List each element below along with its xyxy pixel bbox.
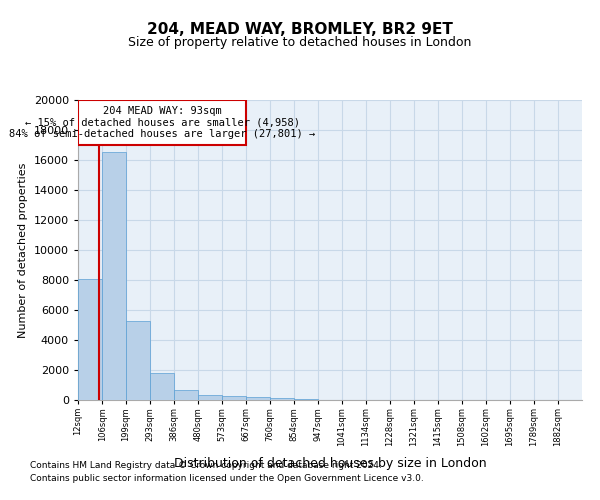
Text: Contains public sector information licensed under the Open Government Licence v3: Contains public sector information licen… [30, 474, 424, 483]
X-axis label: Distribution of detached houses by size in London: Distribution of detached houses by size … [173, 457, 487, 470]
Bar [198, 395, 222, 400]
Bar [78, 100, 246, 145]
Bar [150, 373, 174, 400]
Text: 204, MEAD WAY, BROMLEY, BR2 9ET: 204, MEAD WAY, BROMLEY, BR2 9ET [147, 22, 453, 38]
Bar [222, 396, 246, 400]
Bar [246, 397, 270, 400]
Bar [78, 278, 102, 400]
Bar [294, 399, 318, 400]
Text: Size of property relative to detached houses in London: Size of property relative to detached ho… [128, 36, 472, 49]
Bar [270, 398, 294, 400]
Text: Contains HM Land Registry data © Crown copyright and database right 2024.: Contains HM Land Registry data © Crown c… [30, 462, 382, 470]
Bar [102, 152, 126, 400]
Bar [174, 390, 198, 400]
Y-axis label: Number of detached properties: Number of detached properties [18, 162, 28, 338]
Bar [126, 320, 150, 400]
Text: 204 MEAD WAY: 93sqm
← 15% of detached houses are smaller (4,958)
84% of semi-det: 204 MEAD WAY: 93sqm ← 15% of detached ho… [9, 106, 315, 139]
